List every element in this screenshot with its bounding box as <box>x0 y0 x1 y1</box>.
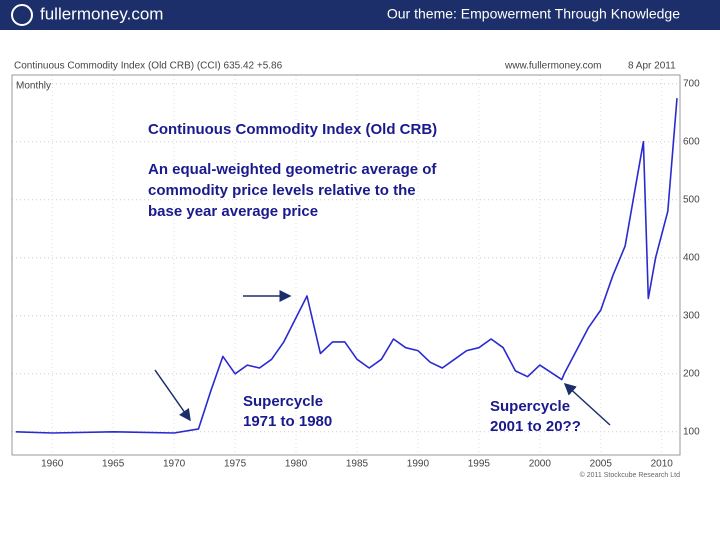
chart-title: Continuous Commodity Index (Old CRB) (CC… <box>14 61 283 72</box>
y-tick-label: 700 <box>683 78 700 89</box>
arrow <box>563 382 611 426</box>
x-tick-label: 1990 <box>407 459 430 470</box>
theme: Our theme: Empowerment Through Knowledge <box>387 6 680 22</box>
logo <box>11 4 33 26</box>
y-tick-label: 300 <box>683 310 700 321</box>
y-tick-label: 500 <box>683 194 700 205</box>
description: commodity price levels relative to the <box>148 182 416 199</box>
description: base year average price <box>148 203 318 220</box>
description: An equal-weighted geometric average of <box>148 161 437 178</box>
site-name: fullermoney.com <box>40 4 163 23</box>
x-tick-label: 2005 <box>590 459 613 470</box>
x-tick-label: 2010 <box>651 459 674 470</box>
banner <box>0 0 720 30</box>
x-tick-label: 1965 <box>102 459 125 470</box>
copyright: © 2011 Stockcube Research Ltd <box>580 471 680 479</box>
supercycle-label: 2001 to 20?? <box>490 418 581 435</box>
plot-frame <box>11 74 681 456</box>
x-tick-label: 1975 <box>224 459 247 470</box>
supercycle-label: Supercycle <box>243 393 323 410</box>
x-tick-label: 2000 <box>529 459 552 470</box>
heading: Continuous Commodity Index (Old CRB) <box>148 121 437 138</box>
arrow <box>154 369 191 422</box>
x-tick-label: 1960 <box>41 459 64 470</box>
y-tick-label: 400 <box>683 252 700 263</box>
y-tick-label: 600 <box>683 136 700 147</box>
period: Monthly <box>16 81 51 92</box>
x-tick-label: 1985 <box>346 459 369 470</box>
series-line <box>15 98 678 434</box>
supercycle-label: 1971 to 1980 <box>243 413 332 430</box>
y-tick-label: 100 <box>683 426 700 437</box>
x-tick-label: 1980 <box>285 459 308 470</box>
y-tick-label: 200 <box>683 368 700 379</box>
x-tick-label: 1970 <box>163 459 186 470</box>
source: www.fullermoney.com <box>504 61 602 72</box>
supercycle-label: Supercycle <box>490 398 570 415</box>
date: 8 Apr 2011 <box>628 61 676 72</box>
x-tick-label: 1995 <box>468 459 491 470</box>
